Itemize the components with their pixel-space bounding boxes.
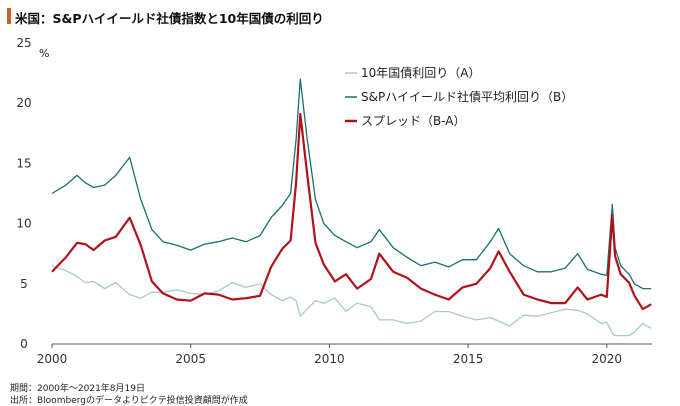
y-tick-label: 15 bbox=[16, 156, 31, 170]
series-line-1 bbox=[51, 265, 652, 337]
x-tick-label: 2015 bbox=[453, 352, 484, 366]
source-note: 出所：Bloombergのデータよりピクテ投信投資顧問が作成 bbox=[10, 396, 248, 406]
y-tick-label: 10 bbox=[16, 217, 31, 231]
x-tick-label: 2020 bbox=[592, 352, 623, 366]
x-tick-label: 2010 bbox=[314, 352, 345, 366]
y-tick-label: 5 bbox=[20, 277, 28, 291]
period-note: 期間：2000年～2021年8月19日 bbox=[10, 384, 145, 394]
y-tick-label: 25 bbox=[16, 36, 31, 50]
legend-label-3: スプレッド（B-A） bbox=[361, 114, 466, 128]
legend-label-2: S&Pハイイールド社債平均利回り（B） bbox=[361, 89, 573, 104]
x-tick-label: 2005 bbox=[175, 352, 206, 366]
chart-title: 米国：S&Pハイイールド社債指数と10年国債の利回り bbox=[15, 11, 324, 26]
series-line-3 bbox=[51, 112, 652, 311]
y-tick-label: 20 bbox=[16, 96, 31, 110]
y-axis-unit: % bbox=[39, 47, 50, 60]
y-tick-label: 0 bbox=[20, 337, 28, 351]
x-tick-label: 2000 bbox=[37, 352, 68, 366]
legend-label-1: 10年国債利回り（A） bbox=[361, 65, 480, 80]
title-accent-bar bbox=[7, 8, 11, 24]
series-line-2 bbox=[51, 78, 652, 290]
